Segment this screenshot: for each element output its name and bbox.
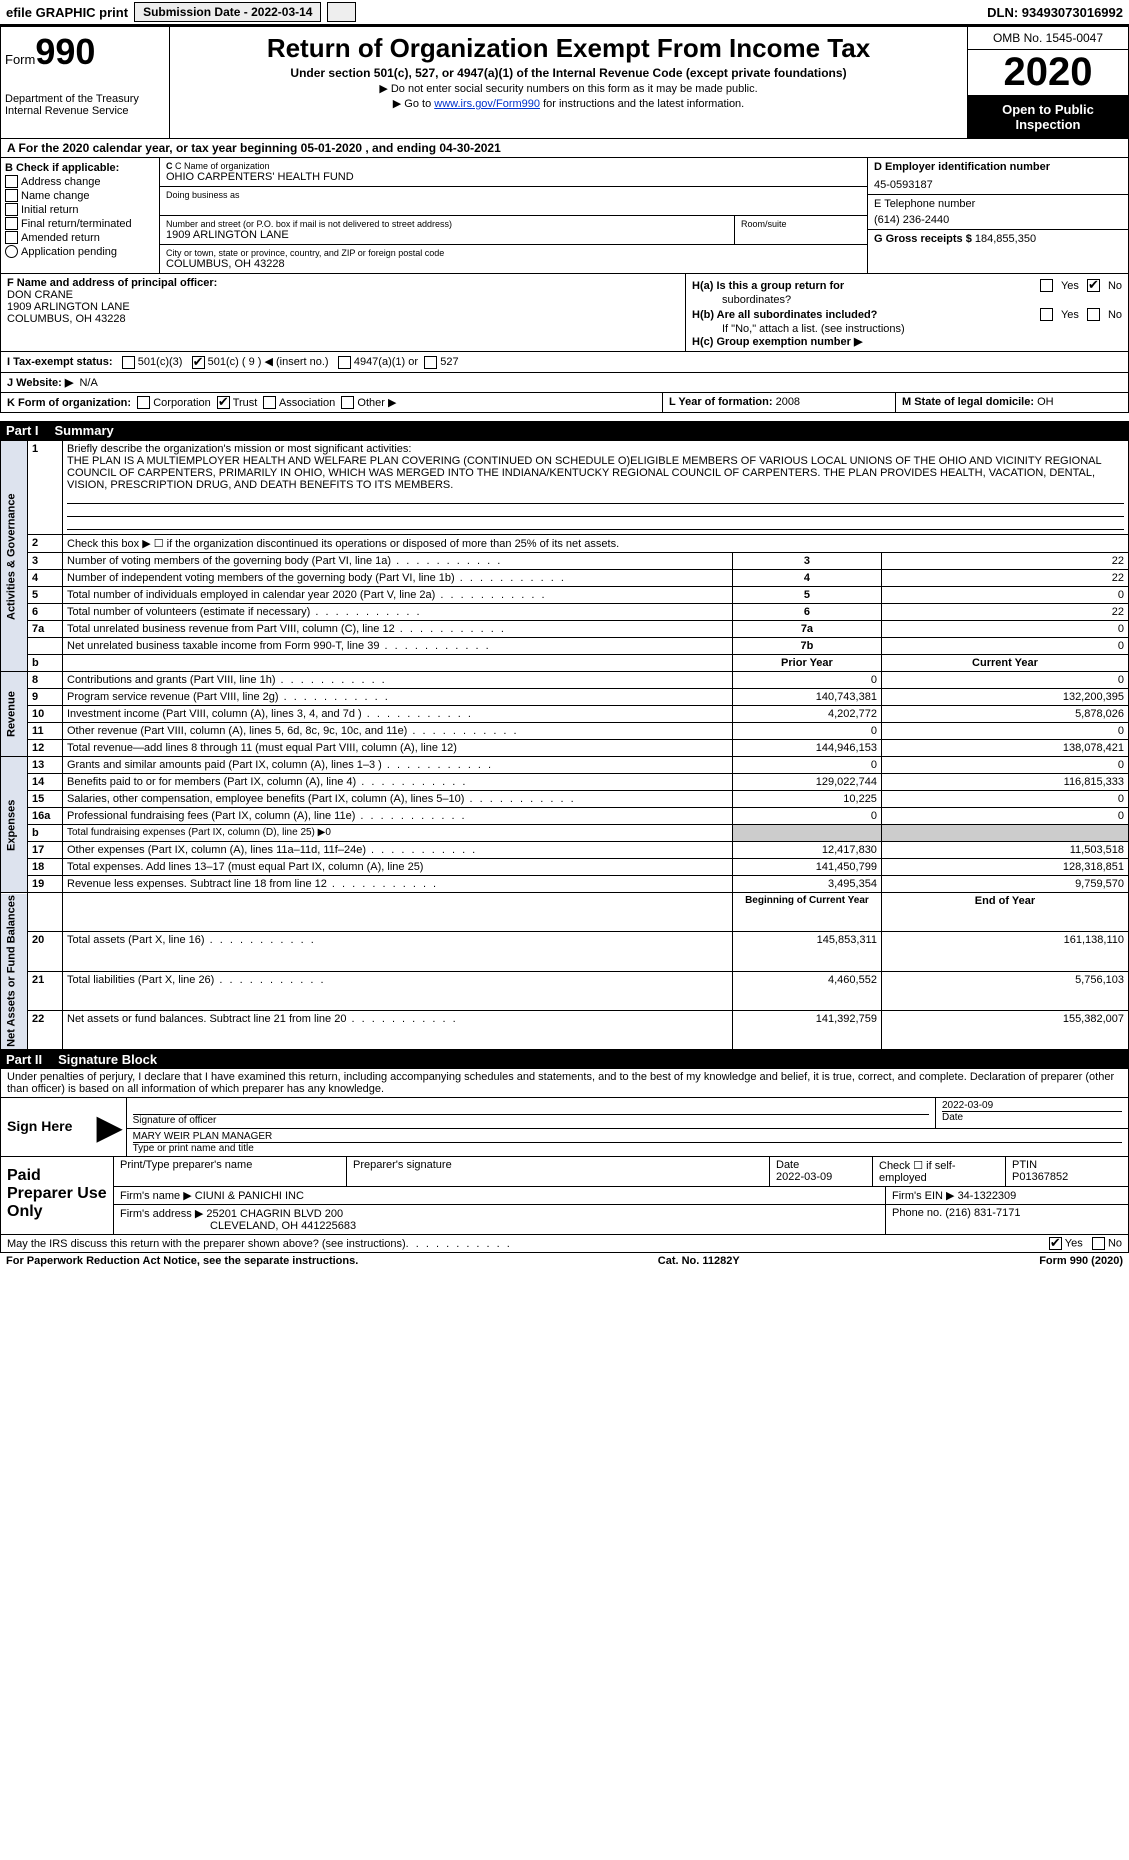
- paid-preparer-label: Paid Preparer Use Only: [1, 1157, 113, 1234]
- sign-here-section: Sign Here ▶ Signature of officer 2022-03…: [0, 1098, 1129, 1157]
- form-header: Form990 Department of the Treasury Inter…: [0, 26, 1129, 139]
- section-bcd: B Check if applicable: Address change Na…: [0, 158, 1129, 274]
- chk-527[interactable]: [424, 356, 437, 369]
- col-c-org-info: C C Name of organization OHIO CARPENTERS…: [160, 158, 867, 273]
- city-cell: City or town, state or province, country…: [160, 245, 867, 273]
- chk-other[interactable]: [341, 396, 354, 409]
- org-name-cell: C C Name of organization OHIO CARPENTERS…: [160, 158, 867, 187]
- efile-label: efile GRAPHIC print: [6, 5, 128, 20]
- note-ssn: ▶ Do not enter social security numbers o…: [178, 82, 959, 95]
- dba-cell: Doing business as: [160, 187, 867, 216]
- hb-yes[interactable]: [1040, 308, 1053, 321]
- discuss-no[interactable]: [1092, 1237, 1105, 1250]
- hb-no[interactable]: [1087, 308, 1100, 321]
- paid-preparer-section: Paid Preparer Use Only Print/Type prepar…: [0, 1157, 1129, 1235]
- blank-button[interactable]: [327, 2, 355, 22]
- penalties-text: Under penalties of perjury, I declare th…: [0, 1069, 1129, 1098]
- chk-final-return[interactable]: Final return/terminated: [5, 217, 155, 230]
- row-k-form-org: K Form of organization: Corporation Trus…: [0, 393, 1129, 414]
- chk-initial-return[interactable]: Initial return: [5, 203, 155, 216]
- gross-cell: G Gross receipts $ 184,855,350: [868, 230, 1128, 248]
- note-link: ▶ Go to www.irs.gov/Form990 for instruct…: [178, 97, 959, 110]
- open-public-badge: Open to Public Inspection: [968, 96, 1128, 138]
- col-d-ein: D Employer identification number 45-0593…: [867, 158, 1128, 273]
- col-f-officer: F Name and address of principal officer:…: [1, 274, 685, 351]
- col-h-group: H(a) Is this a group return for Yes No s…: [685, 274, 1128, 351]
- form-subtitle: Under section 501(c), 527, or 4947(a)(1)…: [178, 66, 959, 80]
- tax-year: 2020: [968, 50, 1128, 96]
- row-a-period: A For the 2020 calendar year, or tax yea…: [0, 139, 1129, 158]
- chk-name-change[interactable]: Name change: [5, 189, 155, 202]
- discuss-row: May the IRS discuss this return with the…: [0, 1235, 1129, 1253]
- irs-label: Internal Revenue Service: [5, 105, 165, 117]
- header-center: Return of Organization Exempt From Incom…: [170, 27, 967, 138]
- vtab-activities: Activities & Governance: [1, 441, 28, 672]
- chk-4947[interactable]: [338, 356, 351, 369]
- row-j-website: J Website: ▶ N/A: [0, 373, 1129, 393]
- header-left: Form990 Department of the Treasury Inter…: [1, 27, 170, 138]
- chk-corp[interactable]: [137, 396, 150, 409]
- section-fh: F Name and address of principal officer:…: [0, 274, 1129, 352]
- top-bar: efile GRAPHIC print Submission Date - 20…: [0, 0, 1129, 26]
- dln-label: DLN: 93493073016992: [987, 5, 1123, 20]
- row-i-tax-status: I Tax-exempt status: 501(c)(3) 501(c) ( …: [0, 352, 1129, 373]
- arrow-icon: ▶: [93, 1108, 126, 1146]
- chk-address-change[interactable]: Address change: [5, 175, 155, 188]
- form-number: Form990: [5, 31, 165, 73]
- discuss-yes[interactable]: [1049, 1237, 1062, 1250]
- phone-cell: E Telephone number (614) 236-2440: [868, 195, 1128, 230]
- chk-501c3[interactable]: [122, 356, 135, 369]
- ha-yes[interactable]: [1040, 279, 1053, 292]
- part1-table: Activities & Governance 1 Briefly descri…: [0, 440, 1129, 1050]
- chk-amended-return[interactable]: Amended return: [5, 231, 155, 244]
- form-title: Return of Organization Exempt From Incom…: [178, 33, 959, 64]
- omb-number: OMB No. 1545-0047: [968, 27, 1128, 50]
- footer-row: For Paperwork Reduction Act Notice, see …: [0, 1253, 1129, 1269]
- street-cell: Number and street (or P.O. box if mail i…: [160, 216, 735, 244]
- vtab-expenses: Expenses: [1, 757, 28, 893]
- header-right: OMB No. 1545-0047 2020 Open to Public In…: [967, 27, 1128, 138]
- vtab-netassets: Net Assets or Fund Balances: [1, 893, 28, 1050]
- part2-header: Part II Signature Block: [0, 1050, 1129, 1069]
- irs-link[interactable]: www.irs.gov/Form990: [434, 98, 540, 110]
- ha-no[interactable]: [1087, 279, 1100, 292]
- submission-date-button[interactable]: Submission Date - 2022-03-14: [134, 2, 321, 22]
- chk-trust[interactable]: [217, 396, 230, 409]
- vtab-revenue: Revenue: [1, 672, 28, 757]
- part1-header: Part I Summary: [0, 421, 1129, 440]
- col-b-checkboxes: B Check if applicable: Address change Na…: [1, 158, 160, 273]
- dept-label: Department of the Treasury: [5, 93, 165, 105]
- mission-cell: Briefly describe the organization's miss…: [63, 441, 1129, 535]
- room-cell: Room/suite: [735, 216, 867, 244]
- ein-cell: D Employer identification number 45-0593…: [868, 158, 1128, 195]
- chk-501c[interactable]: [192, 356, 205, 369]
- sign-here-label: Sign Here: [1, 1098, 93, 1156]
- chk-assoc[interactable]: [263, 396, 276, 409]
- chk-application-pending[interactable]: Application pending: [5, 245, 155, 258]
